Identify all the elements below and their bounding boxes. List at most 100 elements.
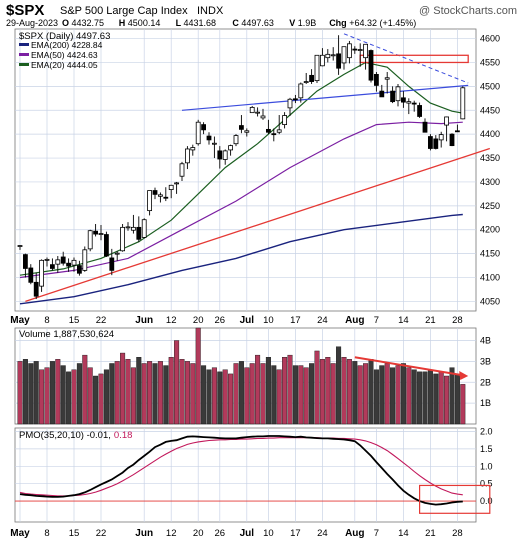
candle bbox=[125, 222, 131, 231]
candle bbox=[22, 253, 28, 278]
candle bbox=[260, 108, 266, 120]
price-tick-label: 4100 bbox=[480, 273, 500, 283]
date-tick-label: 20 bbox=[193, 528, 204, 539]
candle-body bbox=[141, 219, 147, 238]
candle-body bbox=[168, 184, 174, 190]
candle-body bbox=[93, 230, 98, 235]
candle bbox=[303, 72, 309, 84]
candle bbox=[460, 86, 466, 120]
volume-bar bbox=[22, 359, 28, 425]
candle bbox=[228, 144, 234, 156]
candle-body bbox=[104, 234, 109, 257]
candle-body bbox=[77, 265, 82, 274]
candle bbox=[109, 248, 115, 276]
volume-bar bbox=[206, 369, 212, 425]
volume-bar bbox=[454, 373, 460, 425]
candle bbox=[411, 100, 417, 112]
price-tick-label: 4350 bbox=[480, 153, 500, 163]
date-tick-label: 12 bbox=[166, 528, 177, 539]
volume-bar bbox=[330, 363, 336, 425]
volume-bar bbox=[152, 363, 158, 425]
volume-bar bbox=[336, 346, 342, 425]
candle-body bbox=[265, 128, 271, 133]
candle bbox=[287, 97, 293, 116]
date-tick-label: 14 bbox=[398, 315, 409, 326]
pmo-annotation-box bbox=[419, 484, 491, 514]
quote-v: V 1.9B bbox=[289, 18, 316, 28]
symbol: $SPX bbox=[6, 2, 44, 19]
candle-body bbox=[260, 115, 266, 119]
ema20-legend: EMA(20) 4444.05 bbox=[31, 60, 98, 70]
volume-bar bbox=[325, 357, 331, 425]
candle-body bbox=[233, 135, 239, 145]
candle-body bbox=[395, 86, 401, 102]
candle bbox=[363, 43, 369, 70]
candle bbox=[433, 135, 439, 150]
candle-body bbox=[276, 129, 282, 133]
date-tick-label: 17 bbox=[290, 315, 301, 326]
volume-bar bbox=[390, 367, 396, 425]
candle bbox=[379, 84, 385, 98]
pmo-legend-signal: 0.18 bbox=[114, 430, 133, 441]
candle bbox=[33, 272, 39, 300]
volume-bar bbox=[444, 375, 450, 425]
candle bbox=[390, 86, 396, 104]
candle-body bbox=[400, 97, 406, 103]
pmo-tick-label: 0.0 bbox=[480, 496, 493, 506]
date-tick-label: Jul bbox=[240, 315, 255, 326]
volume-bar bbox=[49, 361, 55, 425]
date-tick-label: 22 bbox=[96, 528, 107, 539]
candle-body bbox=[336, 53, 342, 69]
candle bbox=[292, 94, 298, 104]
volume-bar bbox=[201, 365, 207, 425]
date-tick-label: Jun bbox=[135, 315, 153, 326]
candle bbox=[346, 40, 352, 64]
candle bbox=[98, 224, 104, 241]
candle bbox=[444, 116, 450, 142]
volume-bar bbox=[406, 367, 412, 425]
candle-body bbox=[352, 48, 358, 51]
candle-body bbox=[444, 116, 450, 126]
volume-bar bbox=[238, 361, 244, 425]
pmo-line bbox=[19, 435, 463, 506]
volume-bar bbox=[93, 375, 99, 425]
date-tick-label: 12 bbox=[166, 315, 177, 326]
candle-body bbox=[282, 115, 288, 125]
volume-bar bbox=[87, 367, 93, 425]
price-tick-label: 4400 bbox=[480, 129, 500, 139]
candle bbox=[55, 256, 61, 273]
candle-body bbox=[190, 147, 196, 151]
volume-bar bbox=[136, 357, 142, 425]
price-tick-label: 4550 bbox=[480, 57, 500, 67]
candle bbox=[417, 102, 423, 118]
quote-l: L 4431.68 bbox=[176, 18, 216, 28]
ema50-legend: EMA(50) 4424.63 bbox=[31, 50, 98, 60]
pmo-tick-label: 2.0 bbox=[480, 426, 493, 436]
candle-body bbox=[271, 133, 277, 136]
volume-bar bbox=[217, 371, 223, 425]
volume-bar bbox=[179, 359, 185, 425]
candle-body bbox=[309, 74, 315, 82]
candle bbox=[298, 82, 304, 103]
blue-dashed-downtrend bbox=[343, 33, 469, 84]
candle-body bbox=[195, 121, 201, 145]
candle-body bbox=[373, 74, 379, 86]
red-support-trendline bbox=[25, 147, 491, 303]
volume-bar bbox=[33, 361, 39, 425]
volume-bar bbox=[379, 365, 385, 425]
pmo-tick-label: 0.5 bbox=[480, 479, 493, 489]
candle-body bbox=[157, 194, 163, 197]
candle bbox=[17, 245, 23, 250]
candle bbox=[60, 251, 66, 266]
date-tick-label: 24 bbox=[317, 528, 328, 539]
candle-body bbox=[120, 226, 125, 252]
candle bbox=[319, 48, 325, 67]
pmo-legend-label: PMO(35,20,10) -0.01, bbox=[19, 430, 111, 441]
candle-body bbox=[17, 245, 23, 247]
volume-bar bbox=[103, 369, 109, 425]
candle-body bbox=[417, 105, 423, 117]
candle-body bbox=[379, 90, 385, 98]
candle bbox=[314, 54, 320, 84]
candle bbox=[309, 69, 315, 84]
volume-arrow-shaft bbox=[354, 356, 465, 377]
